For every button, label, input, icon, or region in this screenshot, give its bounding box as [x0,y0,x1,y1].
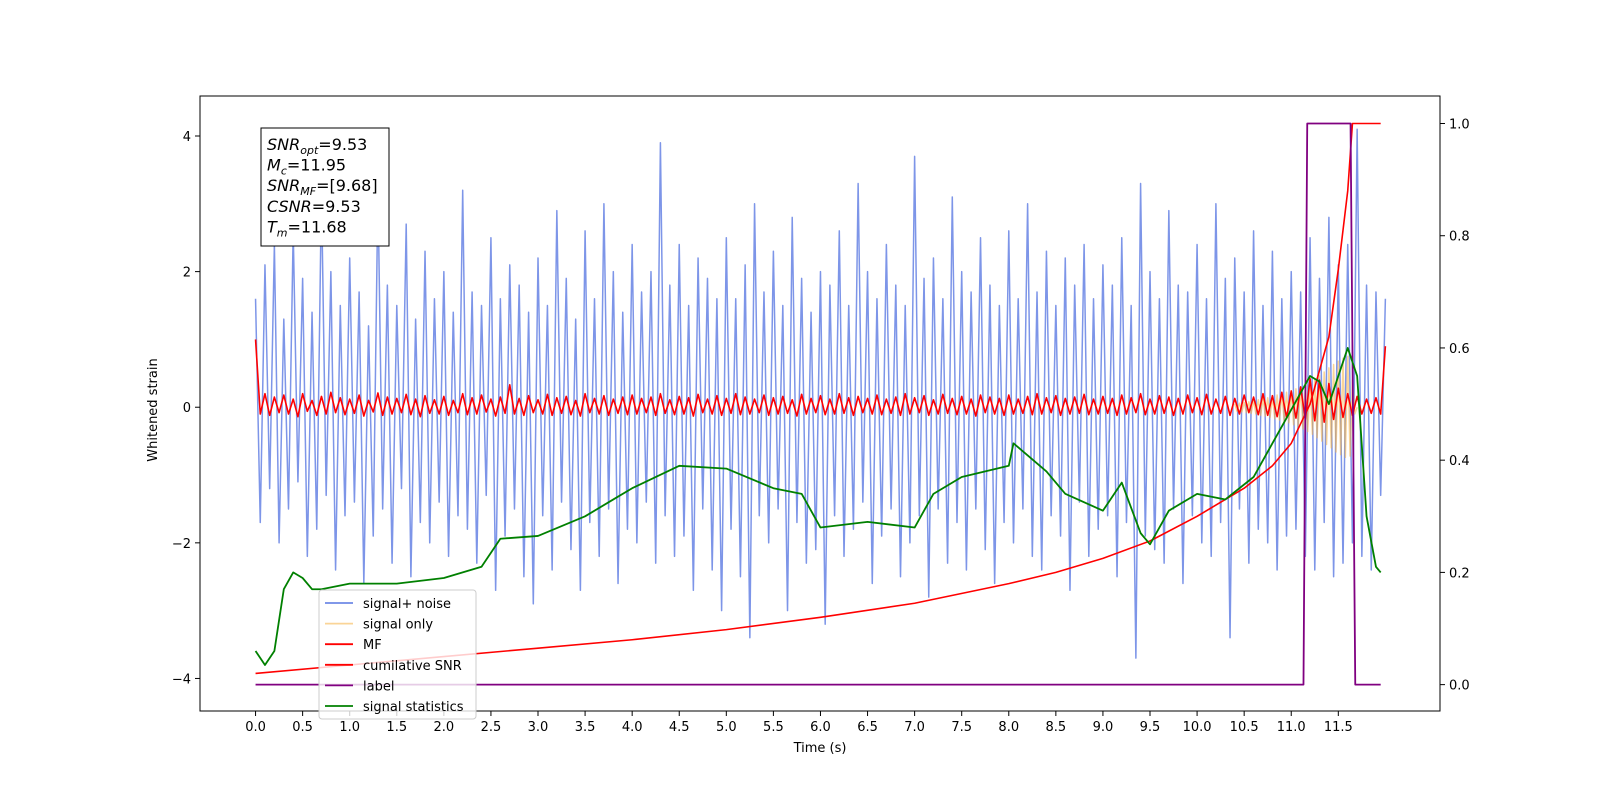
legend-label: signal only [363,618,433,633]
legend-label: signal statistics [363,700,464,715]
y2-tick-label: 1.0 [1449,117,1470,132]
y2-tick-label: 0.0 [1449,679,1470,694]
y-axis-label: Whitened strain [146,358,161,461]
annotation-line: Tm=11.68 [267,217,347,239]
annotation-text: =11.68 [288,217,347,236]
x-axis-label: Time (s) [793,741,847,756]
series-line [255,122,1381,675]
x-tick-label: 3.0 [528,720,549,735]
legend-box [318,589,477,720]
series-line [1234,355,1358,459]
legend: signal+ noise signal only MF cumilative SNR… [318,589,477,720]
x-tick-label: 5.0 [716,720,737,735]
x-tick-label: 9.0 [1093,720,1114,735]
annotation: SNRopt=9.53Mc=11.95SNRMF=[9.68]CSNR=9.53… [260,127,390,247]
annotation-sub: MF [300,185,316,198]
y-tick-label: 2 [183,266,191,281]
annotation-sub: opt [300,144,319,157]
x-tick-label: 2.5 [481,720,502,735]
series-line [254,339,1387,423]
annotation-text: =11.95 [287,156,346,175]
x-tick-label: 2.0 [434,720,455,735]
annotation-name: T [267,217,278,236]
x-tick-label: 8.5 [1046,720,1067,735]
annotation-name: SNR [267,176,300,195]
x-tick-label: 8.0 [998,720,1019,735]
series-line [255,122,1381,686]
annotation-name: M [267,156,281,175]
y-tick-label: −4 [172,672,191,687]
x-tick-label: 4.5 [669,720,690,735]
legend-label: MF [363,638,382,653]
x-tick-label: 3.5 [575,720,596,735]
x-tick-label: 11.0 [1277,720,1306,735]
plot-area [254,122,1387,686]
x-tick-label: 1.5 [386,720,407,735]
x-tick-label: 7.0 [904,720,925,735]
annotation-box [260,127,390,247]
annotation-line: SNRopt=9.53 [267,135,367,157]
annotation-name: SNR [267,135,300,154]
annotation-text: =[9.68] [316,176,378,195]
x-tick-label: 11.5 [1324,720,1353,735]
y2-tick-label: 0.6 [1449,342,1470,357]
y2-tick-label: 0.4 [1449,454,1470,469]
x-tick-label: 10.0 [1183,720,1212,735]
x-tick-label: 1.0 [339,720,360,735]
series-line [254,347,1382,666]
x-tick-label: 9.5 [1140,720,1161,735]
x-tick-label: 10.5 [1230,720,1259,735]
x-tick-label: 6.0 [810,720,831,735]
x-tick-label: 5.5 [763,720,784,735]
annotation-line: SNRMF=[9.68] [267,176,378,198]
legend-label: label [363,679,394,694]
y-tick-label: 0 [183,401,191,416]
y2-tick-label: 0.8 [1449,230,1470,245]
annotation-sub: m [277,226,288,239]
legend-label: cumilative SNR [363,659,462,674]
annotation-text: =9.53 [318,135,367,154]
x-tick-label: 6.5 [857,720,878,735]
x-tick-label: 0.0 [245,720,266,735]
x-tick-label: 0.5 [292,720,313,735]
y2-tick-label: 0.2 [1449,566,1470,581]
x-tick-label: 4.0 [622,720,643,735]
legend-label: signal+ noise [363,597,451,612]
y-tick-label: −2 [172,537,191,552]
annotation-name: CSNR [267,197,312,216]
annotation-sub: c [281,165,287,178]
x-tick-label: 7.5 [951,720,972,735]
annotation-line: Mc=11.95 [267,156,346,178]
y-tick-label: 4 [183,130,191,145]
annotation-line: CSNR=9.53 [267,197,361,216]
annotation-text: =9.53 [312,197,361,216]
series-line [254,128,1387,659]
